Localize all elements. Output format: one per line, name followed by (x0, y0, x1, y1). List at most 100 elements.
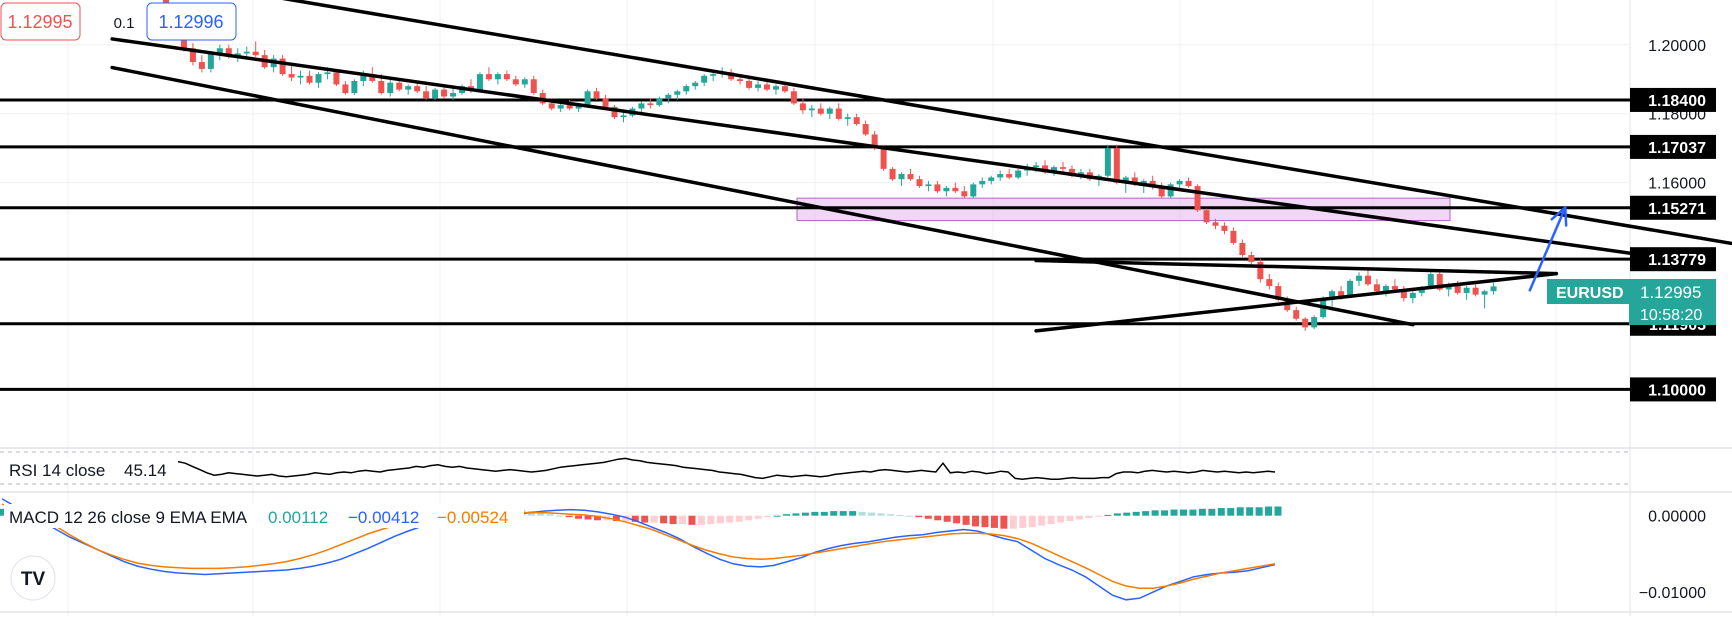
candle-body (1418, 287, 1425, 293)
candle-body (988, 177, 995, 181)
candle-body (746, 80, 753, 88)
macd-hist-bar (1142, 511, 1150, 516)
macd-hist-bar (1179, 509, 1187, 516)
candle-body (1463, 287, 1470, 293)
rsi-label: RSI 14 close (9, 461, 105, 480)
candle-body (1302, 318, 1309, 328)
ask-box[interactable] (146, 2, 237, 41)
rsi-legend-bg (4, 457, 176, 481)
candle-body (979, 180, 986, 185)
macd-hist-bar (754, 515, 762, 519)
level-price-tag (1630, 195, 1716, 220)
arrow-head (1550, 206, 1567, 221)
candle-body (1275, 286, 1282, 300)
price-axis[interactable]: 1.200001.180001.160001.184001.170371.152… (1630, 38, 1716, 602)
candle-body (216, 48, 223, 54)
macd-hist-bar (622, 515, 630, 522)
candle-body (369, 74, 376, 81)
candle-body (315, 74, 322, 83)
candle-body (396, 82, 403, 90)
candle-body (889, 168, 896, 180)
tradingview-logo[interactable]: TV (10, 555, 56, 601)
candle-body (1436, 273, 1443, 290)
candle-body (898, 174, 905, 180)
macd-hist-bar (745, 515, 753, 521)
macd-hist-bar (527, 511, 535, 516)
candle-body (243, 51, 250, 54)
macd-signal-value: −0.00524 (437, 508, 508, 527)
macd-hist-bar (537, 512, 545, 516)
candle-body (288, 74, 295, 78)
candle-body (1176, 180, 1183, 185)
macd-hist-bar (1113, 513, 1121, 516)
candle-body (441, 89, 448, 97)
macd-hist-bar (924, 515, 932, 519)
rsi-pane (0, 451, 1628, 485)
macd-hist-bar (896, 514, 904, 516)
trendlines (110, 0, 1732, 333)
macd-hist-bar (1217, 508, 1225, 516)
candle-body (225, 48, 232, 57)
macd-signal-line (1, 503, 1276, 590)
macd-hist-bar (641, 515, 649, 523)
macd-hist-bar (697, 515, 705, 525)
spread-value: 0.1 (114, 15, 135, 32)
candle-body (1347, 280, 1354, 297)
horizontal-levels (0, 98, 1632, 391)
candle-body (1104, 148, 1111, 176)
price-tick: 1.20000 (1648, 38, 1706, 55)
candle-body (252, 51, 259, 56)
macd-hist-bar (764, 515, 772, 518)
macd-hist-bar (830, 511, 838, 516)
candle-body (189, 48, 196, 63)
candle-body (871, 134, 878, 149)
macd-legend[interactable]: MACD 12 26 close 9 EMA EMA 0.00112 −0.00… (4, 504, 524, 528)
candle-body (1472, 287, 1479, 295)
logo-badge (10, 555, 56, 601)
candle-body (1338, 291, 1345, 297)
macd-hist-bar (905, 515, 913, 517)
candle-body (1194, 186, 1201, 211)
candle-body (755, 84, 762, 88)
bid-box[interactable] (0, 2, 81, 41)
macd-hist-bar (1076, 515, 1084, 520)
candle-body (333, 72, 340, 85)
candle-body (790, 91, 797, 104)
macd-hist-bar (1170, 509, 1178, 516)
macd-hist-bar (669, 515, 677, 525)
candle-body (1311, 317, 1318, 328)
level-price-label: 1.15271 (1648, 201, 1706, 218)
arrow-shaft (1528, 206, 1567, 292)
candle-body (844, 117, 851, 119)
candle-body (1427, 273, 1434, 288)
bar-countdown: 10:58:20 (1640, 307, 1702, 324)
macd-hist-bar (1132, 511, 1140, 516)
level-price-tag (1630, 87, 1716, 112)
candle-body (342, 84, 349, 94)
macd-hist-bar (735, 515, 743, 522)
candle-body (656, 98, 663, 106)
candles (163, 0, 1497, 331)
candle-body (602, 98, 609, 107)
candle-body (683, 86, 690, 92)
candle-body (1364, 275, 1371, 285)
candle-body (566, 105, 573, 109)
candle-body (557, 105, 564, 109)
candle-body (808, 108, 815, 111)
macd-hist-bar (593, 515, 601, 521)
candle-body (1230, 230, 1237, 243)
level-price-tag (1630, 377, 1716, 402)
rsi-value: 45.14 (124, 461, 167, 480)
candle-body (1060, 167, 1066, 169)
candle-body (1329, 291, 1336, 300)
rsi-legend[interactable]: RSI 14 close 45.14 (4, 457, 176, 481)
candle-body (638, 103, 645, 109)
candle-body (512, 79, 519, 85)
macd-hist-bar (1009, 515, 1017, 529)
macd-hist-bar (1161, 510, 1169, 516)
candle-body (1015, 170, 1022, 178)
macd-legend-bg (4, 504, 524, 528)
bid-ask-widget: 1.12995 0.1 1.12996 (0, 2, 237, 41)
